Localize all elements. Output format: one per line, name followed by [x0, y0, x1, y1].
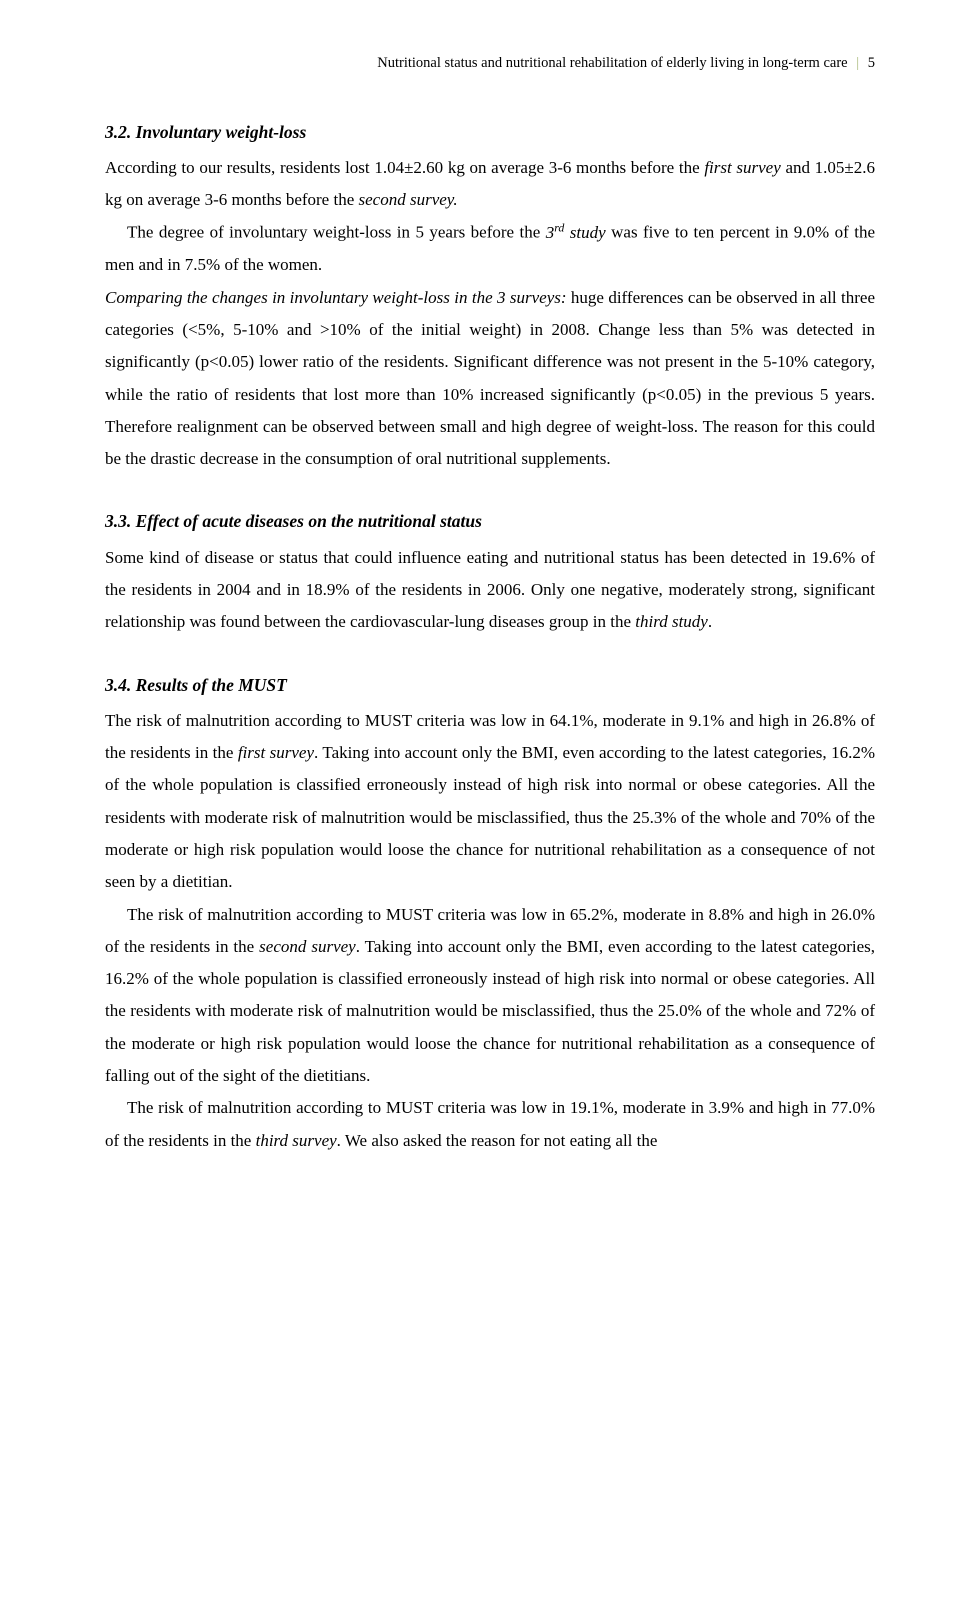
term-second-survey: second survey — [259, 937, 356, 956]
term-first-survey: first survey — [238, 743, 314, 762]
term-third-study: third study — [635, 612, 708, 631]
text-fragment: . Taking into account only the BMI, even… — [105, 937, 875, 1085]
text-fragment: study — [564, 223, 605, 242]
text-fragment: . Taking into account only the BMI, even… — [105, 743, 875, 891]
section-3-4-heading: 3.4. Results of the MUST — [105, 669, 875, 702]
section-3-2-para-3: Comparing the changes in involuntary wei… — [105, 282, 875, 476]
running-title: Nutritional status and nutritional rehab… — [377, 55, 847, 71]
text-fragment: . — [708, 612, 712, 631]
text-fragment: According to our results, residents lost… — [105, 158, 704, 177]
text-fragment: The degree of involuntary weight-loss in… — [127, 223, 546, 242]
section-3-2: 3.2. Involuntary weight-loss According t… — [105, 116, 875, 476]
term-comparing: Comparing the changes in involuntary wei… — [105, 288, 567, 307]
section-3-3: 3.3. Effect of acute diseases on the nut… — [105, 505, 875, 638]
text-fragment: . We also asked the reason for not eatin… — [337, 1131, 658, 1150]
ordinal-sup: rd — [554, 220, 564, 234]
text-fragment: 3 — [546, 223, 555, 242]
header-separator: | — [856, 55, 859, 71]
page-number: 5 — [868, 55, 875, 71]
term-third-survey: third survey — [256, 1131, 337, 1150]
section-3-3-para-1: Some kind of disease or status that coul… — [105, 542, 875, 639]
term-second-survey: second survey. — [359, 190, 458, 209]
section-3-4-para-3: The risk of malnutrition according to MU… — [105, 1092, 875, 1157]
running-header: Nutritional status and nutritional rehab… — [105, 50, 875, 78]
term-first-survey: first survey — [704, 158, 780, 177]
section-3-4-para-2: The risk of malnutrition according to MU… — [105, 899, 875, 1093]
section-3-3-heading: 3.3. Effect of acute diseases on the nut… — [105, 505, 875, 538]
section-3-4-para-1: The risk of malnutrition according to MU… — [105, 705, 875, 899]
section-3-2-para-2: The degree of involuntary weight-loss in… — [105, 216, 875, 281]
section-3-2-para-1: According to our results, residents lost… — [105, 152, 875, 217]
section-3-4: 3.4. Results of the MUST The risk of mal… — [105, 669, 875, 1157]
text-fragment: huge differences can be observed in all … — [105, 288, 875, 468]
text-fragment: Some kind of disease or status that coul… — [105, 548, 875, 632]
term-3rd-study: 3rd study — [546, 223, 606, 242]
section-3-2-heading: 3.2. Involuntary weight-loss — [105, 116, 875, 149]
